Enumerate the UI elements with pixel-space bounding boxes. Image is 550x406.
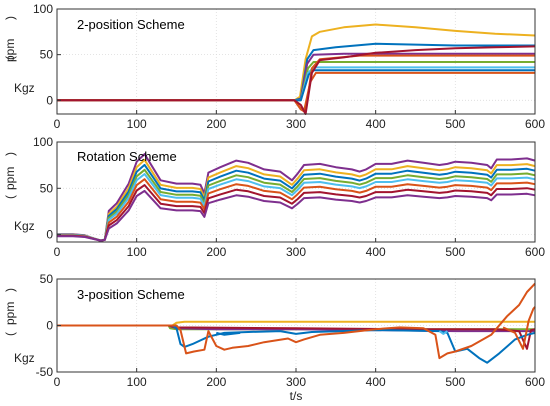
series-line-8: [502, 306, 536, 350]
x-tick-label: 100: [127, 245, 147, 259]
y-axis-label-kgz: Kgz: [14, 219, 35, 233]
y-tick-label: -50: [36, 365, 54, 379]
x-tick-label: 600: [525, 117, 545, 131]
y-axis-label-paren-open: (: [3, 332, 17, 336]
y-tick-label: 50: [40, 272, 54, 286]
x-tick-label: 600: [525, 375, 545, 389]
y-axis-label-paren-close: ): [3, 288, 17, 292]
x-tick-label: 300: [286, 375, 306, 389]
panel-2-position-scheme: 0 100 200 300 400 500 600 0 50 100 2-position Sch…: [3, 2, 545, 131]
x-tick-label: 100: [127, 117, 147, 131]
series-line-7: [57, 54, 535, 114]
x-tick-label: 0: [54, 117, 61, 131]
panel-title: 2-position Scheme: [77, 17, 185, 32]
y-tick-label: 50: [40, 48, 54, 62]
x-tick-label: 200: [206, 245, 226, 259]
x-tick-label: 0: [54, 245, 61, 259]
y-tick-label: 100: [33, 135, 53, 149]
series-group: [57, 153, 536, 242]
panel-title: 3-position Scheme: [77, 287, 185, 302]
series-group: [57, 282, 536, 364]
series-line-0: [57, 153, 536, 242]
y-tick-label: 0: [46, 319, 53, 333]
series-line-0: [57, 23, 536, 102]
y-axis-label-ppm: ppm: [3, 39, 17, 62]
x-tick-label: 200: [206, 375, 226, 389]
x-tick-label: 400: [366, 245, 386, 259]
series-line-6: [57, 184, 536, 242]
series-line-6: [438, 330, 448, 335]
series-line-2: [57, 163, 536, 242]
x-tick-label: 500: [445, 245, 465, 259]
series-line-8: [57, 45, 536, 115]
y-axis-label-kgz: Kgz: [14, 351, 35, 365]
y-axis-label-ppm: ppm: [3, 167, 17, 190]
x-tick-label: 500: [445, 117, 465, 131]
y-tick-label: 0: [46, 228, 53, 242]
y-tick-label: 100: [33, 2, 53, 16]
y-tick-label: 0: [46, 93, 53, 107]
series-line-4: [57, 324, 536, 364]
x-tick-label: 0: [54, 375, 61, 389]
panel-rotation-scheme: 0 100 200 300 400 500 600 0 50 100 Rotation Schem…: [3, 135, 545, 259]
y-axis-label-paren-close: ): [3, 152, 17, 156]
panel-title: Rotation Scheme: [77, 149, 177, 164]
y-axis-label-paren-open: (: [3, 195, 17, 199]
x-tick-label: 600: [525, 245, 545, 259]
x-tick-label: 300: [286, 245, 306, 259]
series-line-7: [57, 189, 536, 242]
series-line-1: [57, 158, 536, 242]
x-tick-label: 200: [206, 117, 226, 131]
series-line-5: [57, 178, 536, 242]
x-tick-label: 100: [127, 375, 147, 389]
series-line-4: [57, 173, 536, 242]
x-tick-label: 400: [366, 375, 386, 389]
x-tick-label: 300: [286, 117, 306, 131]
plot-area: 0 100 200 300 400 500 600 0 50 100: [33, 2, 545, 131]
x-tick-label: 500: [445, 375, 465, 389]
y-axis-label-kgz: Kgz: [14, 81, 35, 95]
y-axis-label-paren-open: (: [3, 56, 17, 60]
y-axis-label-paren-close: ): [3, 16, 17, 20]
series-line-5: [216, 331, 241, 336]
series-line-3: [57, 168, 536, 242]
series-group: [57, 23, 536, 115]
series-line-7: [57, 282, 536, 360]
y-tick-label: 50: [40, 181, 54, 195]
x-axis-label: t/s: [290, 389, 303, 403]
y-axis-label-ppm: ppm: [3, 302, 17, 325]
x-tick-label: 400: [366, 117, 386, 131]
plot-area: 0 100 200 300 400 500 600 0 50 100: [33, 135, 545, 259]
